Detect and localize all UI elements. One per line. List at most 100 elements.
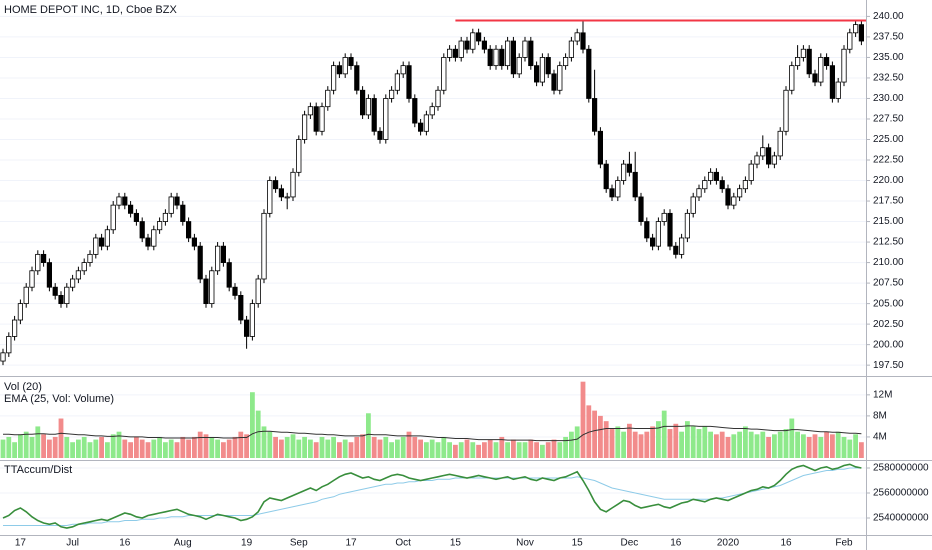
candle-body	[342, 57, 348, 75]
volume-bar	[708, 431, 713, 458]
candle-body	[296, 139, 302, 173]
volume-bar	[841, 436, 847, 458]
volume-bar	[400, 436, 406, 458]
candle-body	[313, 106, 319, 132]
volume-bar	[528, 439, 534, 458]
candle-body	[348, 57, 354, 67]
candle-body	[301, 114, 308, 140]
volume-bar	[157, 436, 162, 458]
volume-bar	[377, 439, 383, 458]
volume-bar	[696, 429, 702, 458]
volume-bar	[116, 431, 122, 458]
volume-bar	[255, 410, 261, 458]
candle-body	[708, 171, 714, 181]
candle-body	[226, 262, 232, 288]
candle-body	[487, 48, 493, 67]
candle-body	[621, 163, 627, 181]
candle-body	[679, 237, 685, 255]
volume-bar	[557, 442, 563, 458]
y-tick-label: 200.00	[873, 339, 904, 350]
candle-body	[139, 221, 145, 239]
volume-bar	[406, 431, 412, 458]
candle-body	[841, 48, 847, 83]
candle-body	[104, 229, 110, 247]
volume-bar	[772, 434, 777, 458]
candle-body	[754, 155, 760, 165]
candle-body	[197, 245, 203, 280]
volume-bar	[145, 442, 151, 458]
candle-body	[377, 130, 383, 140]
candle-body	[23, 286, 29, 305]
candle-body	[638, 196, 644, 222]
volume-bar	[250, 392, 255, 458]
candle-body	[214, 245, 221, 272]
candle-body	[441, 57, 447, 91]
volume-bar	[284, 436, 290, 458]
volume-bar	[818, 436, 824, 458]
volume-bar	[186, 439, 191, 458]
volume-bar	[180, 436, 186, 458]
y-tick-label: 230.00	[873, 93, 904, 104]
volume-bar	[737, 431, 742, 458]
volume-bar	[789, 418, 795, 458]
candle-body	[551, 73, 557, 91]
candle-body	[713, 171, 720, 181]
candle-body	[255, 278, 261, 305]
volume-bar	[441, 436, 447, 458]
volume-bar	[592, 410, 597, 458]
candle-body	[719, 180, 725, 190]
ema-line	[3, 425, 862, 442]
candle-body	[574, 32, 580, 42]
candle-body	[557, 65, 563, 91]
volume-bar	[209, 436, 215, 458]
volume-bar	[197, 431, 203, 458]
volume-bar	[545, 442, 551, 458]
y-tick-label: 217.50	[873, 196, 904, 207]
volume-bar	[76, 439, 81, 458]
y-tick-label: 2540000000	[873, 513, 929, 524]
volume-bar	[99, 436, 104, 458]
candle-body	[11, 319, 18, 337]
candle-body	[464, 40, 470, 50]
candle-body	[580, 32, 586, 50]
volume-bar	[754, 434, 760, 458]
candle-body	[17, 303, 24, 321]
candle-body	[737, 188, 743, 198]
candle-body	[667, 212, 673, 247]
candle-body	[563, 57, 569, 67]
volume-bar	[331, 436, 336, 458]
y-tick-label: 2580000000	[873, 463, 929, 474]
candle-body	[371, 98, 377, 132]
candle-body	[632, 171, 638, 198]
x-tick-label: Dec	[621, 538, 639, 549]
volume-bar	[540, 444, 545, 458]
candle-body	[383, 98, 389, 140]
volume-title: Vol (20)	[4, 381, 42, 393]
volume-bar	[522, 442, 528, 458]
candle-body	[545, 57, 551, 75]
candle-body	[655, 221, 662, 247]
volume-bar	[650, 426, 655, 458]
candle-body	[209, 270, 215, 305]
candle-body	[777, 130, 783, 157]
volume-bar	[360, 434, 365, 458]
y-tick-label: 212.50	[873, 237, 904, 248]
volume-bar	[627, 423, 632, 458]
volume-bar	[0, 439, 6, 458]
volume-bar	[783, 429, 789, 458]
y-tick-label: 215.00	[873, 216, 904, 227]
candle-body	[151, 229, 157, 247]
candle-body	[46, 262, 53, 288]
candle-body	[748, 163, 754, 181]
candle-body	[203, 278, 209, 305]
candle-body	[6, 336, 12, 354]
volume-bar	[429, 439, 435, 458]
volume-bar	[110, 434, 116, 458]
volume-bar	[835, 431, 841, 458]
candle-body	[249, 303, 255, 337]
y-tick-label: 8M	[873, 411, 887, 422]
volume-bar	[290, 434, 296, 458]
volume-bar	[853, 434, 858, 458]
candle-body	[783, 89, 789, 132]
candle-body	[824, 57, 830, 67]
